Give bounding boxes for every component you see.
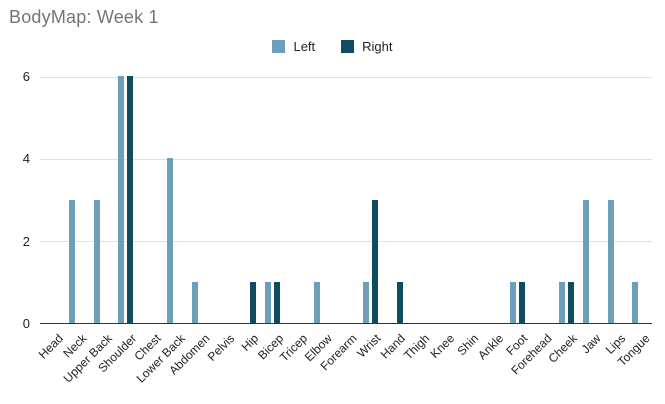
gridline-y6 xyxy=(40,77,652,78)
bar-left-shoulder[interactable] xyxy=(118,76,125,323)
x-axis-label-thigh: Thigh xyxy=(401,331,433,363)
bar-right-hand[interactable] xyxy=(396,281,403,323)
legend: Left Right xyxy=(0,39,665,54)
bar-left-abdomen[interactable] xyxy=(191,281,198,323)
legend-swatch-left-icon xyxy=(272,40,286,53)
bar-right-cheek[interactable] xyxy=(567,281,574,323)
legend-item-right: Right xyxy=(341,39,393,54)
y-axis-tick-4: 4 xyxy=(22,151,30,167)
x-axis-label-knee: Knee xyxy=(427,331,458,362)
bar-left-lips[interactable] xyxy=(607,199,614,323)
y-axis-tick-2: 2 xyxy=(22,233,30,249)
chart-title: BodyMap: Week 1 xyxy=(9,7,159,27)
gridline-y2 xyxy=(40,241,652,243)
bar-right-shoulder[interactable] xyxy=(127,76,134,323)
x-axis-label-hand: Hand xyxy=(378,331,409,362)
bar-left-cheek[interactable] xyxy=(558,281,565,323)
legend-swatch-right-icon xyxy=(341,40,355,53)
bar-right-foot[interactable] xyxy=(518,281,525,323)
bar-left-wrist[interactable] xyxy=(363,281,369,323)
bar-left-neck[interactable] xyxy=(69,199,76,323)
bar-right-bicep[interactable] xyxy=(274,281,281,323)
x-axis-label-jaw: Jaw xyxy=(579,331,605,357)
legend-label-left: Left xyxy=(293,39,316,54)
bar-right-hip[interactable] xyxy=(249,281,256,323)
bar-left-jaw[interactable] xyxy=(583,199,590,323)
bar-left-tongue[interactable] xyxy=(632,281,639,323)
gridline-y4 xyxy=(40,158,652,160)
legend-item-left: Left xyxy=(272,39,315,54)
bar-left-elbow[interactable] xyxy=(314,281,320,323)
x-axis-label-head: Head xyxy=(35,331,66,362)
y-axis-tick-0: 0 xyxy=(22,316,30,331)
y-axis-tick-6: 6 xyxy=(22,69,30,84)
bar-right-wrist[interactable] xyxy=(372,199,378,323)
bar-left-foot[interactable] xyxy=(509,281,516,323)
legend-label-right: Right xyxy=(362,39,393,54)
x-axis-label-ankle: Ankle xyxy=(474,331,507,363)
x-axis-label-pelvis: Pelvis xyxy=(204,331,237,364)
bar-left-lower-back[interactable] xyxy=(167,158,174,323)
bar-left-bicep[interactable] xyxy=(265,281,272,323)
bar-left-upper-back[interactable] xyxy=(93,199,100,323)
x-axis-label-wrist: Wrist xyxy=(354,331,384,361)
plot-area: 0 2 4 6 Head Neck Upper Back Shoulder Chest Lower… xyxy=(23,70,653,386)
